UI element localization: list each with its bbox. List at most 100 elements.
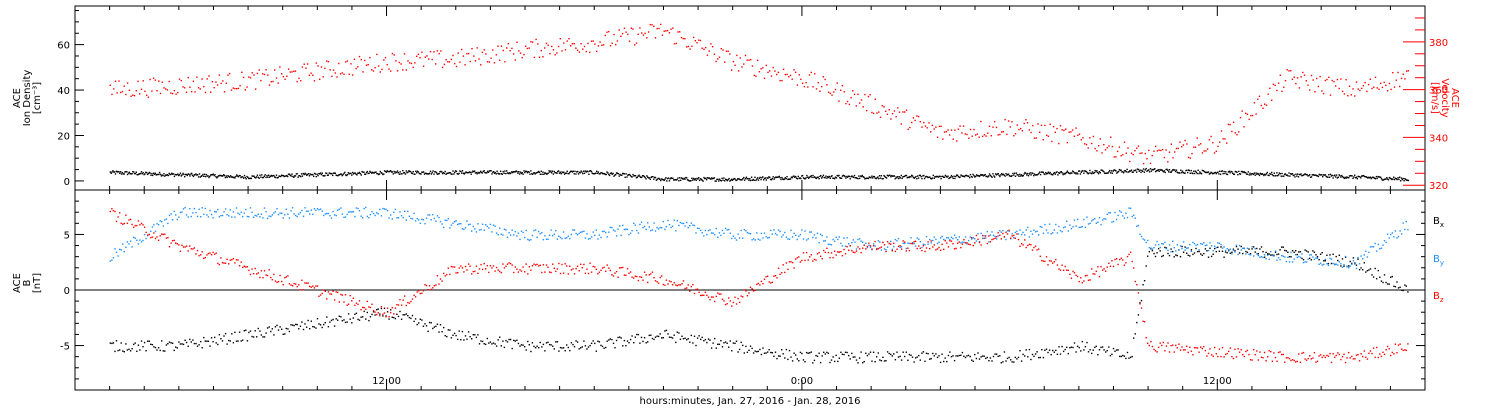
velocity-point	[298, 77, 300, 80]
velocity-point	[750, 59, 752, 61]
bz-point	[583, 263, 585, 266]
by-point	[447, 218, 449, 220]
velocity-point	[267, 74, 269, 76]
bz-point	[1290, 359, 1292, 362]
bx-point	[1086, 341, 1088, 344]
bz-point	[240, 261, 242, 263]
density-point	[173, 175, 176, 178]
density-point	[1104, 172, 1107, 174]
density-point	[1052, 174, 1054, 176]
by-point	[1192, 241, 1194, 244]
velocity-point	[1040, 124, 1043, 126]
by-point	[157, 224, 160, 226]
bx-point	[1142, 284, 1144, 286]
bx-point	[1031, 353, 1034, 356]
by-point	[1000, 231, 1002, 233]
velocity-point	[1122, 154, 1124, 156]
bx-point	[939, 361, 942, 364]
bz-point	[485, 268, 487, 270]
bx-point	[1022, 353, 1024, 356]
velocity-point	[1283, 86, 1285, 88]
velocity-point	[625, 31, 627, 33]
velocity-point	[1014, 133, 1017, 135]
density-point	[296, 173, 298, 175]
bx-point	[1111, 353, 1113, 355]
bz-point	[619, 267, 621, 269]
velocity-point	[381, 68, 383, 71]
density-point	[979, 175, 981, 177]
velocity-point	[895, 116, 897, 118]
by-point	[527, 238, 529, 241]
bx-point	[1393, 285, 1395, 287]
by-point	[435, 220, 437, 222]
bz-point	[1257, 359, 1259, 361]
velocity-point	[853, 93, 856, 96]
by-point	[592, 231, 594, 233]
bz-point	[804, 259, 806, 262]
density-point	[1335, 176, 1337, 178]
by-point	[198, 208, 200, 210]
bx-point	[352, 317, 354, 319]
bx-point	[689, 341, 691, 343]
bx-point	[1277, 253, 1280, 255]
density-point	[208, 176, 210, 179]
bz-point	[290, 284, 292, 286]
bz-point	[703, 294, 705, 296]
bz-point	[509, 262, 512, 265]
bz-point	[631, 276, 633, 278]
by-point	[1080, 226, 1082, 228]
bx-point	[281, 328, 283, 330]
by-point	[777, 229, 780, 231]
velocity-point	[294, 70, 297, 72]
bz-point	[1391, 351, 1393, 354]
by-point	[1204, 244, 1207, 247]
bx-point	[1162, 254, 1164, 257]
velocity-point	[1023, 122, 1025, 125]
by-point	[483, 229, 485, 231]
bz-point	[601, 267, 604, 269]
density-point	[127, 172, 130, 174]
density-point	[396, 171, 398, 174]
by-point	[798, 235, 800, 237]
bz-point	[344, 294, 347, 296]
density-point	[1211, 172, 1213, 174]
density-point	[886, 174, 889, 176]
density-point	[1220, 170, 1223, 173]
bz-point	[1351, 355, 1353, 358]
bz-point	[452, 266, 454, 268]
density-point	[1258, 174, 1261, 177]
bz-point	[799, 261, 802, 263]
density-point	[206, 175, 208, 177]
density-point	[248, 177, 250, 180]
bx-point	[771, 352, 773, 354]
bz-point	[706, 294, 708, 296]
by-point	[175, 214, 177, 216]
velocity-point	[561, 50, 563, 52]
by-point	[1352, 260, 1355, 262]
density-point	[111, 171, 113, 173]
bx-point	[374, 314, 376, 316]
velocity-point	[660, 23, 662, 26]
by-point	[1024, 234, 1026, 236]
velocity-point	[379, 71, 381, 73]
by-point	[910, 237, 912, 239]
bz-point	[975, 234, 978, 237]
density-point	[158, 171, 161, 174]
by-point	[200, 216, 202, 218]
bx-point	[1203, 252, 1205, 255]
density-point	[183, 173, 185, 176]
by-point	[243, 212, 245, 214]
bz-point	[414, 296, 417, 298]
density-point	[339, 173, 342, 175]
density-point	[1315, 174, 1317, 176]
velocity-point	[954, 129, 956, 131]
bz-point	[1334, 356, 1336, 358]
by-point	[305, 210, 308, 212]
velocity-point	[244, 89, 246, 91]
by-point	[1402, 222, 1404, 224]
by-point	[1335, 263, 1337, 265]
density-point	[316, 173, 318, 175]
bz-point	[955, 247, 957, 250]
bz-point	[994, 237, 996, 239]
density-point	[510, 172, 512, 174]
